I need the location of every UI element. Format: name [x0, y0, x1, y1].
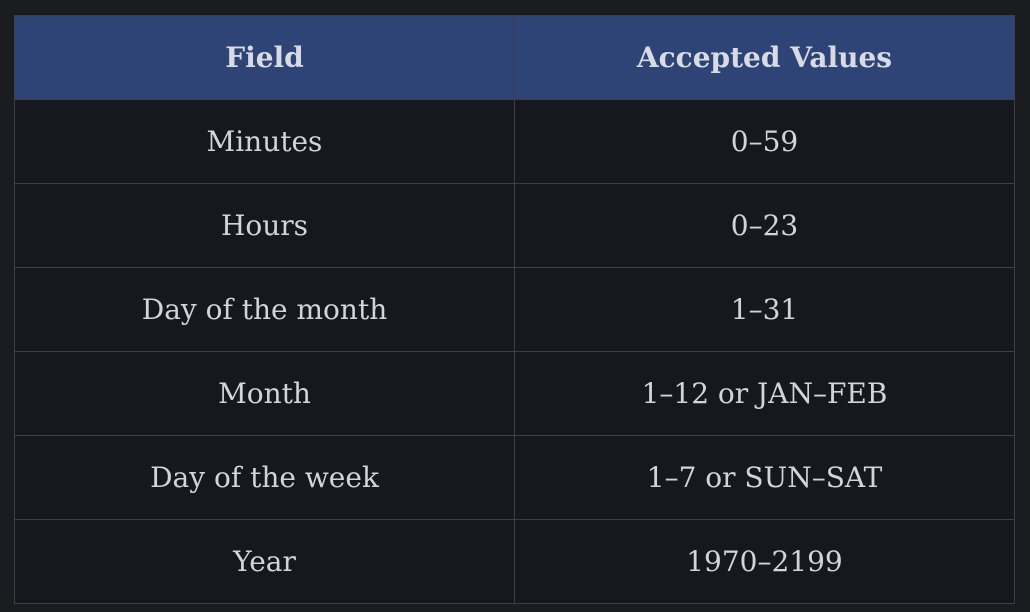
cell-field: Day of the week: [14, 435, 515, 520]
table-row: Year 1970–2199: [14, 519, 1015, 604]
header-row: Field Accepted Values: [14, 15, 1015, 100]
cell-field: Minutes: [14, 99, 515, 184]
table-row: Hours 0–23: [14, 183, 1015, 268]
header-accepted-values: Accepted Values: [514, 15, 1015, 100]
cell-accepted-values: 0–59: [514, 99, 1015, 184]
cell-accepted-values: 1–12 or JAN–FEB: [514, 351, 1015, 436]
cell-accepted-values: 1970–2199: [514, 519, 1015, 604]
table-row: Day of the month 1–31: [14, 267, 1015, 352]
cell-accepted-values: 0–23: [514, 183, 1015, 268]
table-container: Field Accepted Values Minutes 0–59 Hours…: [14, 15, 1015, 604]
accepted-values-table: Field Accepted Values Minutes 0–59 Hours…: [14, 15, 1015, 604]
cell-field: Year: [14, 519, 515, 604]
table-row: Minutes 0–59: [14, 99, 1015, 184]
cell-field: Hours: [14, 183, 515, 268]
cell-accepted-values: 1–31: [514, 267, 1015, 352]
table-row: Month 1–12 or JAN–FEB: [14, 351, 1015, 436]
cell-field: Month: [14, 351, 515, 436]
table-row: Day of the week 1–7 or SUN–SAT: [14, 435, 1015, 520]
cell-field: Day of the month: [14, 267, 515, 352]
header-field: Field: [14, 15, 515, 100]
cell-accepted-values: 1–7 or SUN–SAT: [514, 435, 1015, 520]
